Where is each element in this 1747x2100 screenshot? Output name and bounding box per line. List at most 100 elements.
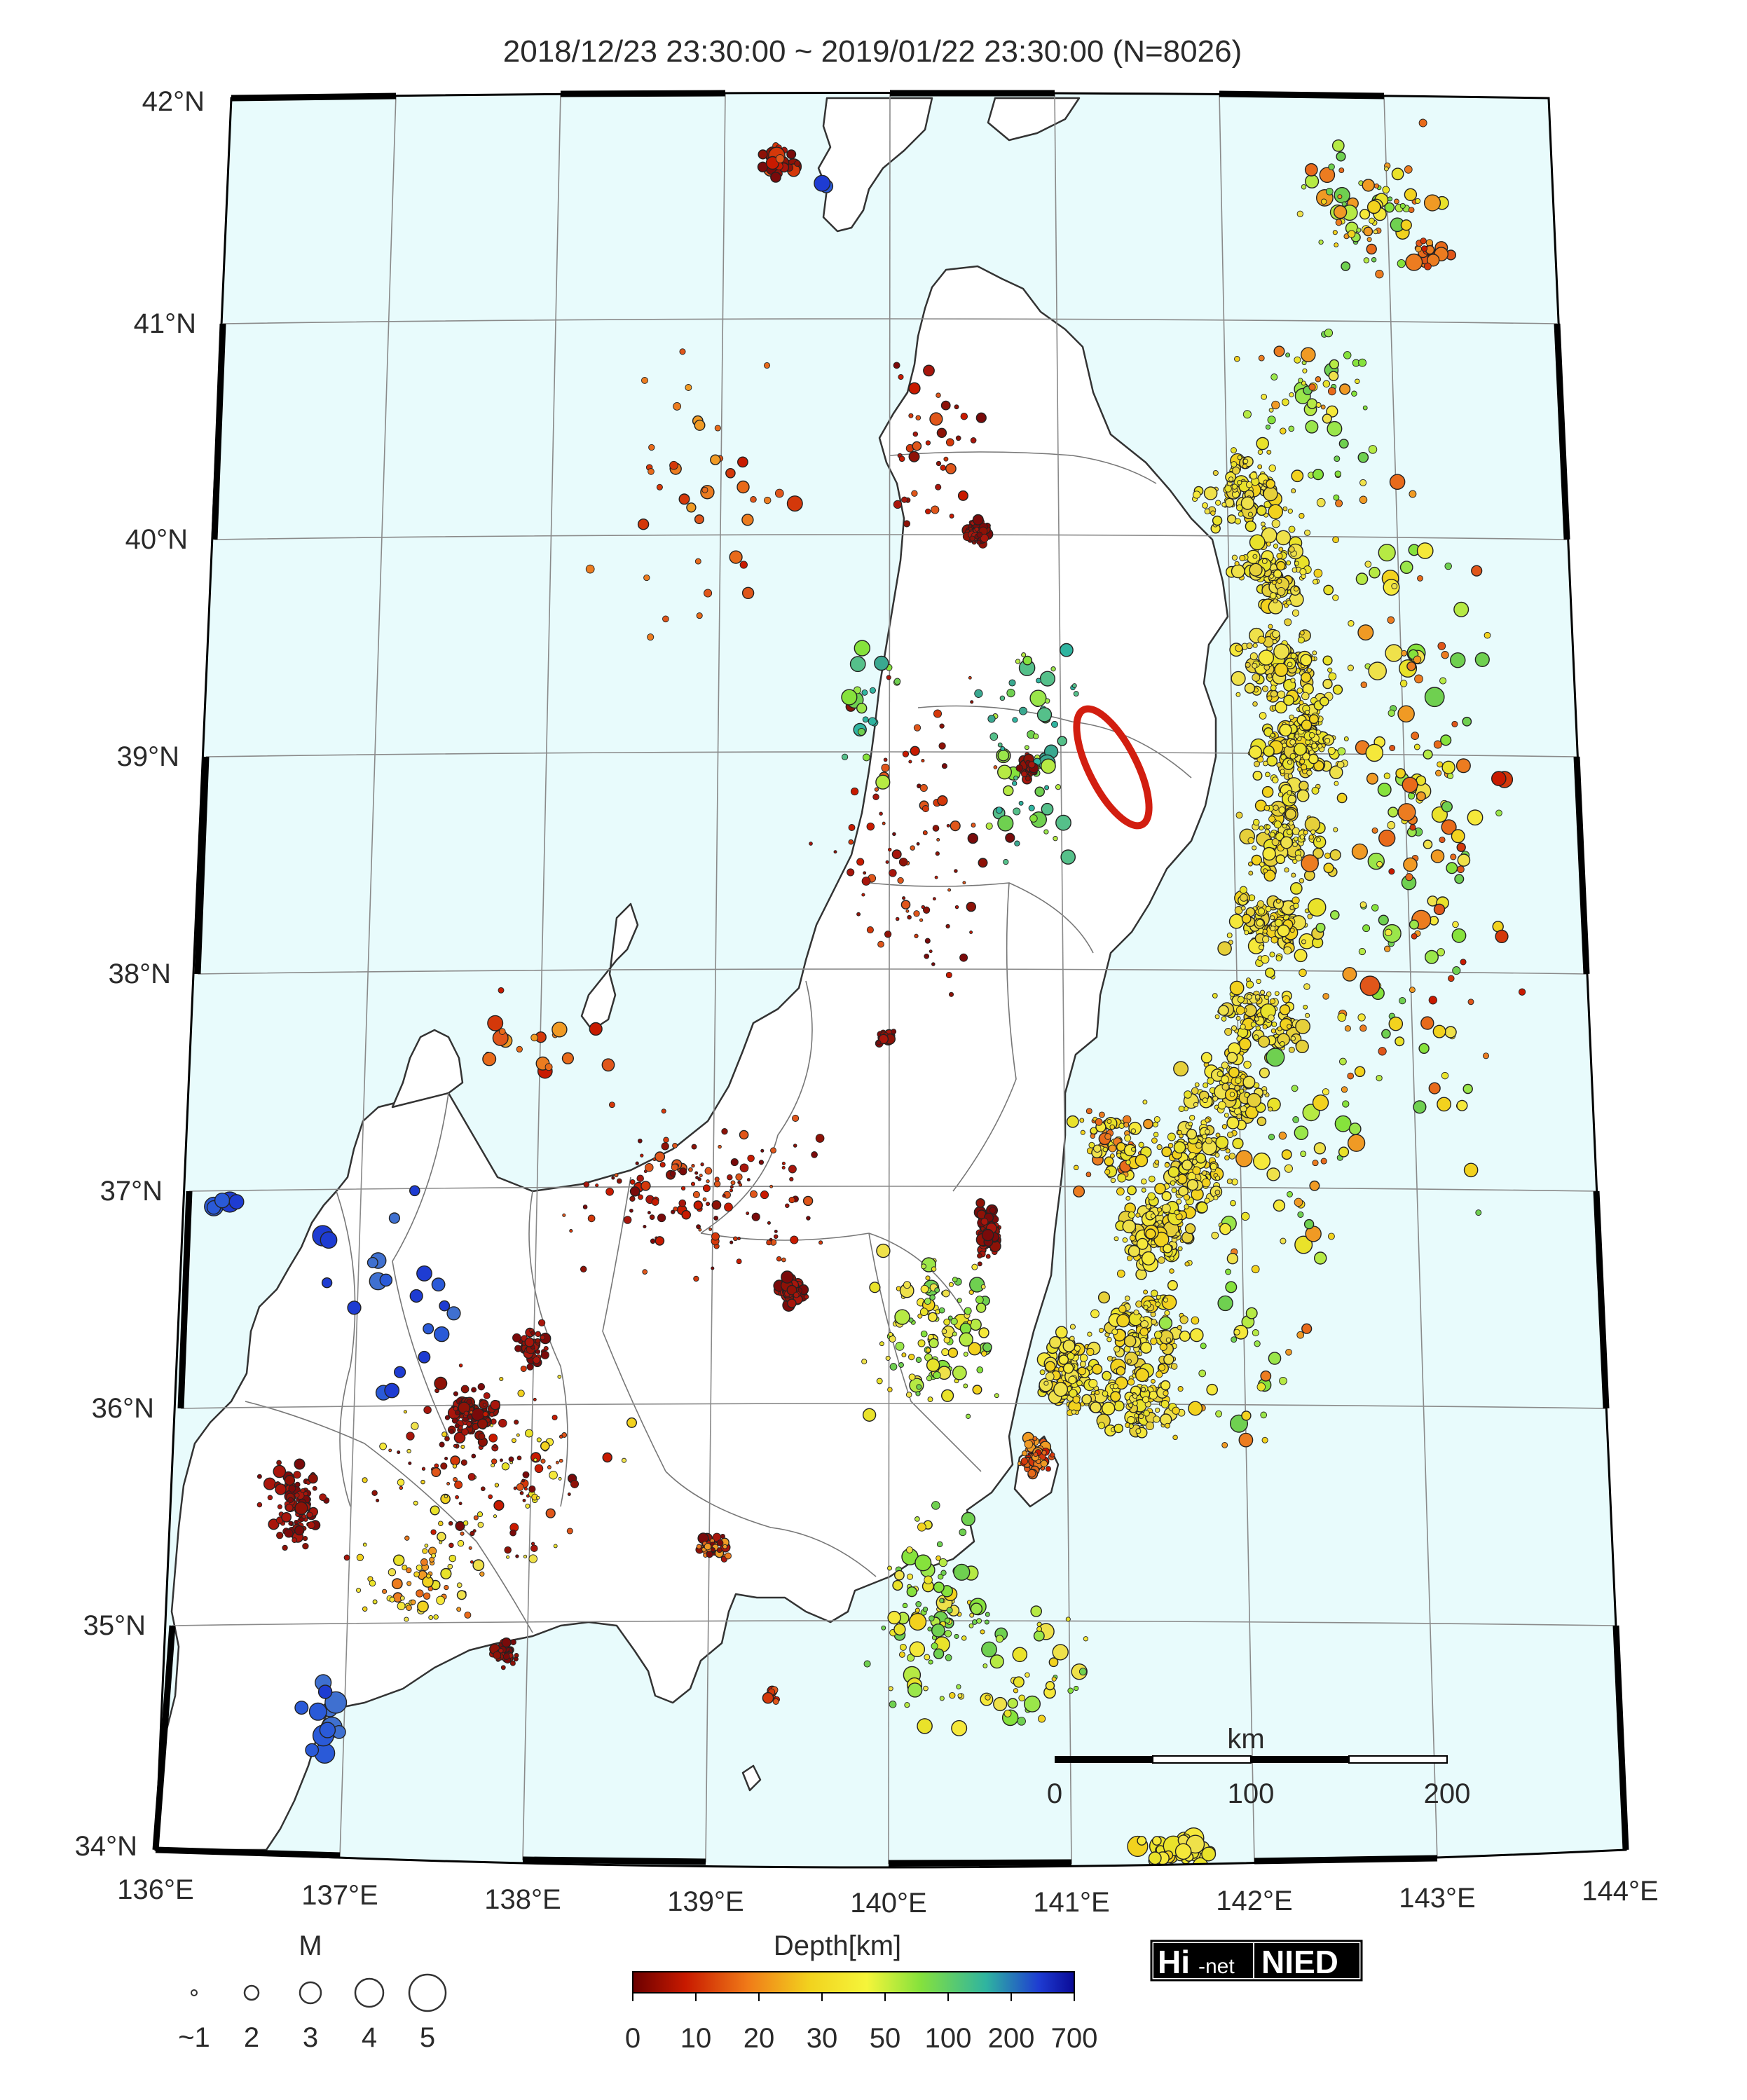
earthquake-marker bbox=[498, 1028, 506, 1035]
earthquake-marker bbox=[1399, 680, 1408, 687]
earthquake-marker bbox=[908, 413, 914, 418]
earthquake-marker bbox=[895, 917, 900, 921]
earthquake-marker bbox=[256, 1502, 263, 1508]
earthquake-marker bbox=[409, 1289, 423, 1303]
earthquake-marker bbox=[1271, 400, 1280, 410]
earthquake-marker bbox=[1441, 1071, 1449, 1080]
earthquake-marker bbox=[891, 1029, 897, 1035]
earthquake-marker bbox=[1256, 978, 1261, 984]
earthquake-marker bbox=[1287, 795, 1296, 804]
earthquake-marker bbox=[397, 1478, 405, 1486]
earthquake-marker bbox=[747, 1154, 755, 1162]
earthquake-marker bbox=[702, 1184, 711, 1193]
earthquake-marker bbox=[1256, 1382, 1266, 1392]
earthquake-marker bbox=[908, 1373, 916, 1381]
earthquake-marker bbox=[498, 987, 505, 994]
earthquake-marker bbox=[841, 753, 849, 760]
earthquake-marker bbox=[1030, 1605, 1042, 1617]
earthquake-marker bbox=[1079, 1118, 1085, 1123]
earthquake-marker bbox=[875, 774, 891, 790]
earthquake-marker bbox=[1117, 1173, 1127, 1183]
earthquake-marker bbox=[1268, 816, 1275, 823]
earthquake-marker bbox=[559, 1434, 563, 1439]
earthquake-marker bbox=[1296, 210, 1303, 217]
earthquake-marker bbox=[1231, 483, 1238, 490]
earthquake-marker bbox=[1271, 519, 1280, 528]
earthquake-marker bbox=[1221, 1075, 1229, 1084]
earthquake-marker bbox=[1260, 1370, 1272, 1382]
earthquake-marker bbox=[1256, 505, 1267, 516]
earthquake-marker bbox=[1518, 988, 1526, 996]
earthquake-marker bbox=[704, 589, 713, 598]
earthquake-marker bbox=[893, 1623, 906, 1636]
earthquake-marker bbox=[841, 689, 858, 706]
earthquake-marker bbox=[1261, 785, 1274, 798]
earthquake-marker bbox=[1201, 1846, 1217, 1862]
earthquake-marker bbox=[1313, 1251, 1327, 1265]
earthquake-marker bbox=[1029, 689, 1047, 707]
earthquake-marker bbox=[1322, 655, 1333, 666]
earthquake-marker bbox=[1038, 1715, 1046, 1723]
earthquake-marker bbox=[1156, 1144, 1163, 1151]
magnitude-legend: M ~1 2 3 4 5 bbox=[178, 1930, 447, 2053]
earthquake-marker bbox=[493, 1499, 505, 1511]
scale-bar-tick-0: 0 bbox=[1047, 1778, 1062, 1809]
map-title: 2018/12/23 23:30:00 ~ 2019/01/22 23:30:0… bbox=[503, 34, 1242, 69]
earthquake-marker bbox=[1110, 1391, 1121, 1402]
earthquake-marker bbox=[1495, 929, 1509, 943]
earthquake-marker bbox=[1159, 1330, 1174, 1345]
earthquake-marker bbox=[1204, 1197, 1210, 1204]
earthquake-marker bbox=[1290, 678, 1296, 683]
earthquake-marker bbox=[1308, 898, 1327, 917]
earthquake-marker bbox=[1079, 1361, 1086, 1368]
earthquake-marker bbox=[479, 1571, 485, 1577]
earthquake-marker bbox=[1137, 1836, 1147, 1846]
earthquake-marker bbox=[1161, 1294, 1177, 1310]
earthquake-marker bbox=[739, 1163, 749, 1173]
earthquake-marker bbox=[718, 1144, 722, 1149]
earthquake-marker bbox=[1145, 1228, 1156, 1240]
earthquake-marker bbox=[1388, 807, 1399, 818]
earthquake-marker bbox=[1309, 1180, 1320, 1191]
earthquake-marker bbox=[775, 154, 785, 163]
earthquake-marker bbox=[300, 1488, 306, 1493]
earthquake-marker bbox=[638, 1194, 643, 1200]
earthquake-marker bbox=[456, 1590, 467, 1600]
earthquake-marker bbox=[1252, 701, 1258, 707]
earthquake-marker bbox=[1160, 1380, 1171, 1391]
earthquake-marker bbox=[1053, 836, 1058, 842]
earthquake-marker bbox=[657, 1213, 666, 1223]
earthquake-marker bbox=[669, 460, 678, 470]
earthquake-marker bbox=[1258, 355, 1265, 362]
earthquake-marker bbox=[929, 1615, 935, 1621]
earthquake-marker bbox=[1291, 488, 1296, 494]
earthquake-marker bbox=[952, 1331, 957, 1337]
earthquake-marker bbox=[915, 1601, 922, 1607]
earthquake-marker bbox=[1215, 1175, 1221, 1181]
earthquake-marker bbox=[947, 888, 952, 892]
earthquake-marker bbox=[1072, 1395, 1081, 1404]
earthquake-marker bbox=[438, 1521, 444, 1526]
earthquake-marker bbox=[514, 1653, 519, 1658]
earthquake-marker bbox=[1369, 566, 1381, 579]
earthquake-marker bbox=[1135, 1212, 1141, 1218]
earthquake-marker bbox=[789, 1176, 794, 1182]
earthquake-marker bbox=[1467, 998, 1474, 1006]
earthquake-marker bbox=[643, 1224, 647, 1229]
earthquake-marker bbox=[275, 1483, 287, 1495]
earthquake-marker bbox=[1235, 1150, 1253, 1167]
earthquake-marker bbox=[1130, 1128, 1137, 1134]
earthquake-marker bbox=[787, 1298, 797, 1308]
earthquake-marker bbox=[710, 454, 721, 465]
earthquake-marker bbox=[648, 444, 655, 451]
earthquake-marker bbox=[876, 1040, 882, 1045]
earthquake-marker bbox=[444, 1456, 448, 1461]
earthquake-marker bbox=[439, 1441, 445, 1448]
earthquake-marker bbox=[1249, 534, 1266, 551]
earthquake-marker bbox=[804, 1294, 809, 1300]
earthquake-marker bbox=[912, 431, 919, 437]
earthquake-marker bbox=[1495, 809, 1502, 817]
earthquake-marker bbox=[924, 1575, 933, 1585]
earthquake-marker bbox=[1275, 898, 1281, 904]
earthquake-marker bbox=[1268, 504, 1283, 520]
